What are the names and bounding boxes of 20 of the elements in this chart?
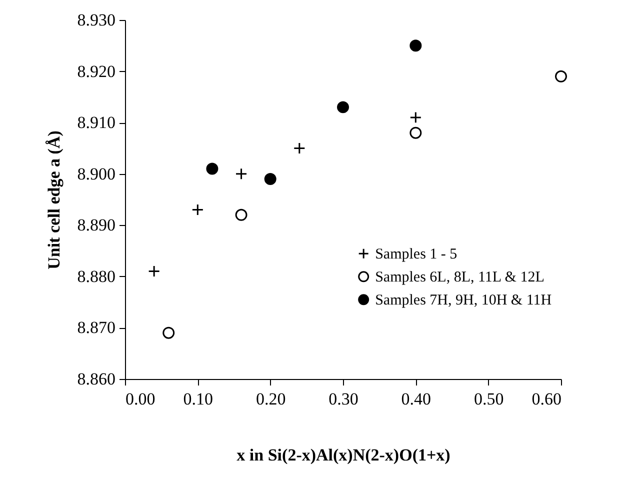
y-tick-label: 8.880 — [77, 266, 116, 286]
x-tick-label: 0.00 — [126, 390, 156, 408]
x-tick-label: 0.20 — [256, 390, 286, 408]
y-tick-label: 8.920 — [77, 62, 116, 81]
x-tick-label: 0.60 — [532, 390, 562, 408]
y-tick-label: 8.930 — [77, 10, 116, 30]
x-tick-label: 0.50 — [474, 390, 504, 408]
x-axis-title: x in Si(2-x)Al(x)N(2-x)O(1+x) — [236, 446, 450, 464]
legend-label: Samples 1 - 5 — [375, 246, 458, 263]
x-tick-label: 0.40 — [401, 390, 432, 408]
x-tick-label: 0.30 — [328, 390, 358, 408]
y-tick-label: 8.900 — [77, 164, 116, 184]
y-tick-label: 8.860 — [77, 370, 116, 388]
x-tick-label: 0.10 — [183, 390, 214, 408]
legend-label: Samples 6L, 8L, 11L & 12L — [375, 270, 544, 286]
y-tick-label: 8.890 — [77, 216, 116, 235]
y-axis-title: Unit cell edge a (Å) — [44, 130, 64, 270]
y-tick-label: 8.910 — [77, 113, 116, 132]
y-tick-label: 8.870 — [77, 318, 116, 338]
legend-label: Samples 7H, 9H, 10H & 11H — [375, 292, 552, 309]
